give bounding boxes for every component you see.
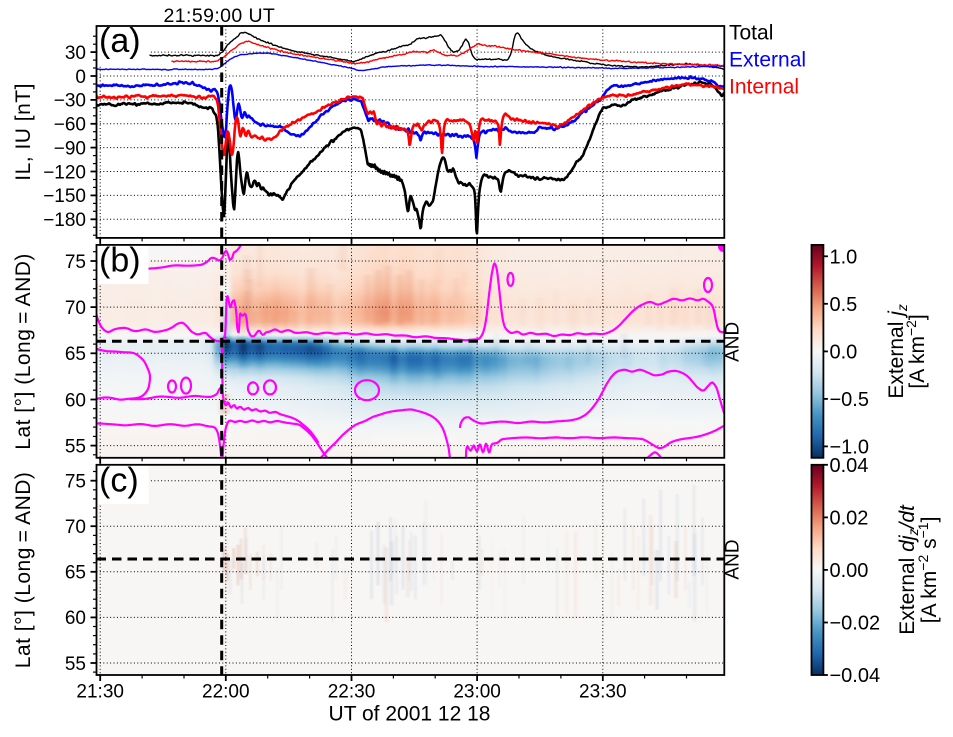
svg-text:External djz/dt: External djz/dt [896, 504, 921, 635]
svg-text:−180: −180 [43, 210, 86, 231]
svg-text:22:00: 22:00 [202, 682, 250, 703]
svg-text:65: 65 [65, 563, 86, 584]
svg-text:0.00: 0.00 [830, 560, 869, 582]
svg-text:External: External [729, 49, 806, 72]
svg-text:0.0: 0.0 [830, 341, 858, 363]
svg-text:0.04: 0.04 [830, 455, 869, 477]
svg-text:75: 75 [65, 252, 86, 273]
svg-text:23:30: 23:30 [579, 682, 627, 703]
svg-text:Internal: Internal [729, 76, 799, 99]
svg-text:−120: −120 [43, 162, 86, 183]
svg-text:23:00: 23:00 [453, 682, 501, 703]
svg-text:Lat [°] (Long = AND): Lat [°] (Long = AND) [12, 253, 35, 450]
svg-text:(b): (b) [99, 242, 141, 280]
svg-text:0.5: 0.5 [830, 294, 858, 316]
svg-text:−0.5: −0.5 [830, 389, 869, 411]
svg-text:Lat [°] (Long = AND): Lat [°] (Long = AND) [12, 472, 35, 669]
svg-text:−0.04: −0.04 [830, 665, 881, 687]
svg-text:1.0: 1.0 [830, 246, 858, 268]
svg-text:−0.02: −0.02 [830, 613, 881, 635]
svg-text:21:30: 21:30 [76, 682, 124, 703]
svg-text:55: 55 [65, 654, 86, 675]
svg-text:75: 75 [65, 472, 86, 493]
svg-text:0: 0 [75, 67, 86, 88]
svg-text:30: 30 [65, 43, 86, 64]
svg-text:60: 60 [65, 608, 86, 629]
svg-text:External jz: External jz [885, 304, 910, 399]
svg-text:UT of 2001 12 18: UT of 2001 12 18 [329, 703, 491, 726]
svg-text:(a): (a) [99, 22, 141, 60]
svg-text:Total: Total [729, 22, 773, 45]
svg-text:[A km−2]: [A km−2] [903, 314, 929, 388]
svg-text:−1.0: −1.0 [830, 436, 869, 458]
svg-text:55: 55 [65, 436, 86, 457]
svg-text:AND: AND [723, 322, 744, 362]
svg-text:70: 70 [65, 298, 86, 319]
svg-text:−60: −60 [54, 115, 86, 136]
svg-text:60: 60 [65, 390, 86, 411]
svg-text:−90: −90 [54, 138, 86, 159]
svg-text:AND: AND [723, 539, 744, 579]
svg-text:−30: −30 [54, 91, 86, 112]
svg-text:65: 65 [65, 344, 86, 365]
svg-text:IL, IU [nT]: IL, IU [nT] [12, 83, 35, 181]
svg-text:0.02: 0.02 [830, 507, 869, 529]
svg-text:(c): (c) [99, 462, 139, 500]
svg-text:70: 70 [65, 517, 86, 538]
svg-text:−150: −150 [43, 186, 86, 207]
svg-text:22:30: 22:30 [328, 682, 376, 703]
svg-text:21:59:00 UT: 21:59:00 UT [164, 5, 276, 27]
